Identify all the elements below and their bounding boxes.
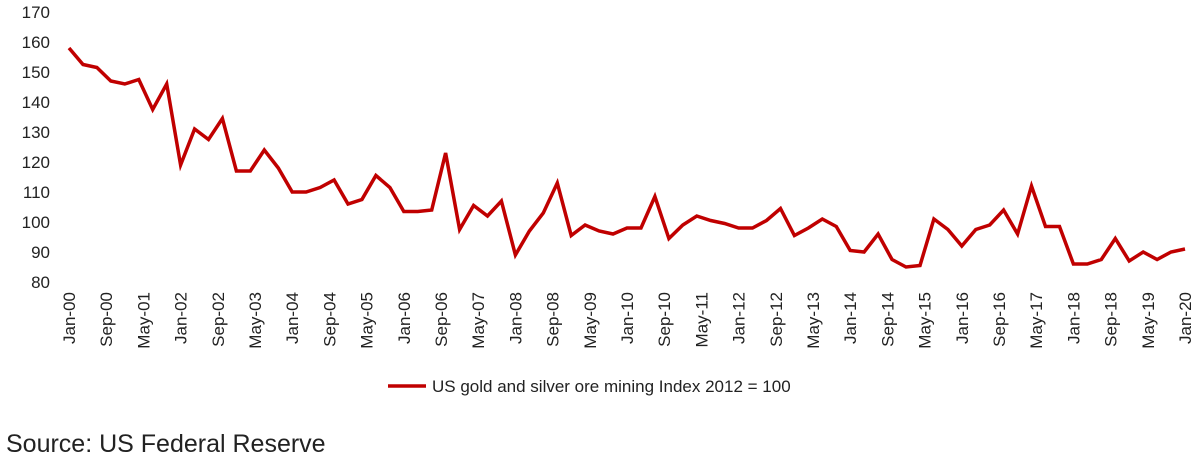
series-group	[67, 46, 1186, 269]
x-tick-label: Sep-16	[990, 292, 1009, 347]
y-tick-label: 160	[22, 33, 50, 52]
legend-label: US gold and silver ore mining Index 2012…	[432, 377, 791, 396]
x-tick-label: Jan-20	[1176, 292, 1195, 344]
x-tick-label: May-07	[469, 292, 488, 349]
x-tick-label: Sep-08	[544, 292, 563, 347]
x-tick-label: Sep-04	[320, 292, 339, 347]
x-tick-label: Sep-12	[767, 292, 786, 347]
x-tick-label: Jan-14	[841, 292, 860, 344]
x-tick-label: May-15	[916, 292, 935, 349]
y-tick-label: 170	[22, 3, 50, 22]
x-tick-label: Sep-14	[878, 292, 897, 347]
x-tick-label: Jan-08	[506, 292, 525, 344]
y-tick-label: 150	[22, 63, 50, 82]
y-tick-label: 120	[22, 153, 50, 172]
y-tick-label: 130	[22, 123, 50, 142]
x-tick-label: May-03	[246, 292, 265, 349]
x-axis: Jan-00 Sep-00 May-01 Jan-02 Sep-02 May-03 Jan-…	[60, 292, 1195, 349]
y-axis: 80 90 100 110 120 130 140 150 160 170	[22, 3, 50, 292]
x-tick-label: Jan-16	[953, 292, 972, 344]
series-line	[67, 46, 1186, 269]
legend: US gold and silver ore mining Index 2012…	[388, 377, 791, 396]
x-tick-label: Jan-02	[172, 292, 191, 344]
x-tick-label: May-13	[804, 292, 823, 349]
source-note: Source: US Federal Reserve	[6, 430, 326, 458]
x-tick-label: May-09	[581, 292, 600, 349]
line-chart: 80 90 100 110 120 130 140 150 160 170 Jan-00 Sep-0…	[22, 3, 1195, 396]
x-tick-label: Jan-10	[618, 292, 637, 344]
x-tick-label: Sep-18	[1102, 292, 1121, 347]
x-tick-label: Sep-00	[97, 292, 116, 347]
x-tick-label: Jan-06	[395, 292, 414, 344]
y-tick-label: 140	[22, 93, 50, 112]
x-tick-label: Sep-10	[655, 292, 674, 347]
x-tick-label: Jan-12	[730, 292, 749, 344]
x-tick-label: Jan-18	[1064, 292, 1083, 344]
y-tick-label: 110	[23, 183, 50, 202]
x-tick-label: Sep-06	[432, 292, 451, 347]
x-tick-label: Jan-04	[283, 292, 302, 344]
x-tick-label: May-19	[1139, 292, 1158, 349]
x-tick-label: May-01	[134, 292, 153, 349]
x-tick-label: May-05	[358, 292, 377, 349]
y-tick-label: 100	[22, 213, 50, 232]
y-tick-label: 80	[31, 273, 50, 292]
y-tick-label: 90	[31, 243, 50, 262]
x-tick-label: Sep-02	[209, 292, 228, 347]
x-tick-label: May-17	[1027, 292, 1046, 349]
x-tick-label: May-11	[692, 292, 711, 347]
x-tick-label: Jan-00	[60, 292, 79, 344]
